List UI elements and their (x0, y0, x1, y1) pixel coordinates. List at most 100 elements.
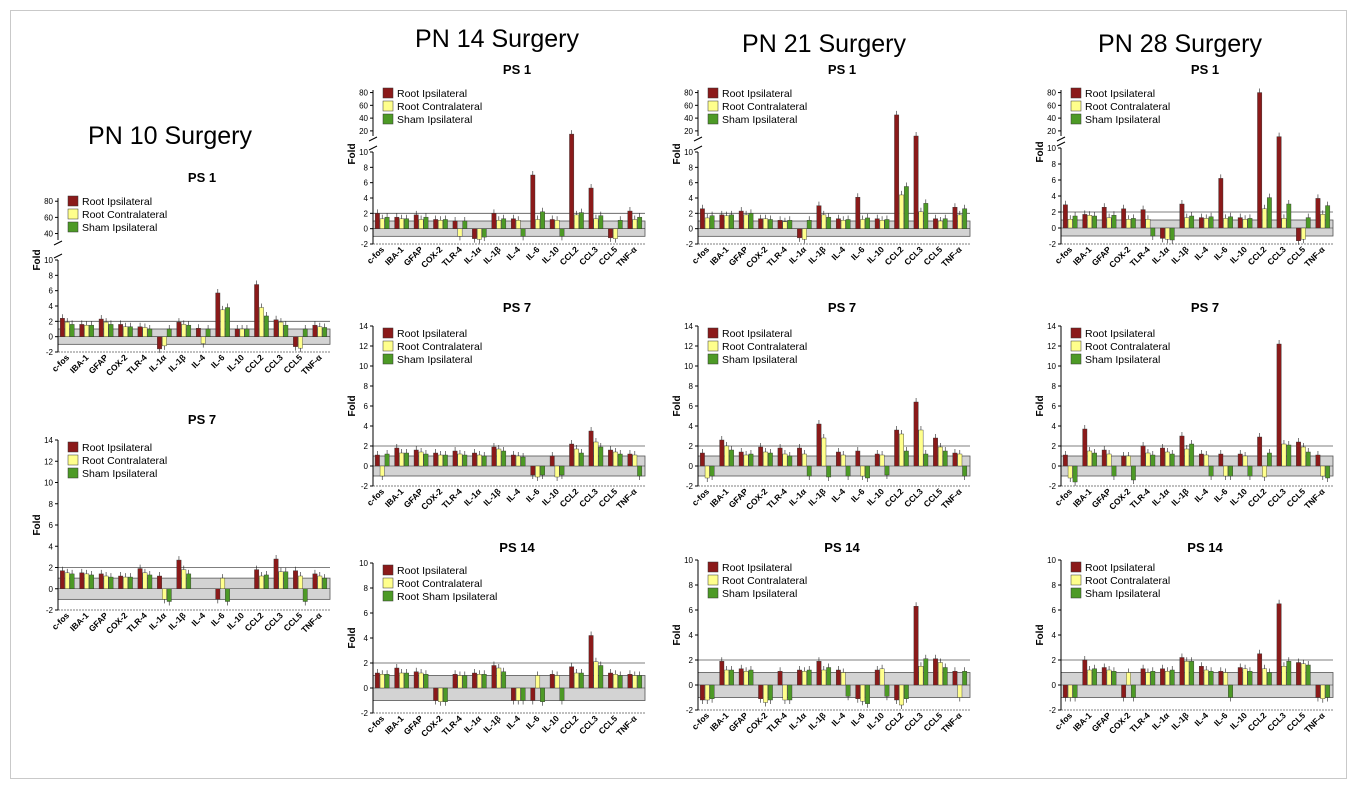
legend-label-2: Root Contralateral (1085, 341, 1170, 353)
legend-swatch-1 (1070, 87, 1082, 99)
bar-2 (220, 577, 226, 589)
chart-title: PS 7 (828, 300, 856, 315)
bar-1 (758, 684, 764, 699)
bar-2 (123, 576, 128, 589)
bar-2 (457, 453, 463, 467)
bar-1 (738, 451, 744, 467)
bar-3 (1228, 465, 1233, 477)
y-tick-label: 10 (359, 362, 368, 371)
y-tick-label: 2 (689, 209, 694, 218)
bar-3 (617, 675, 623, 689)
y-tick-label: 8 (364, 163, 369, 172)
bar-1 (491, 213, 497, 229)
bar-1 (374, 672, 380, 689)
bar-3 (1150, 671, 1156, 686)
bar-3 (404, 672, 409, 689)
bar-chart-1: PS 1-20246810406080Foldc-fosIBA-1GFAPCOX… (32, 170, 331, 378)
bar-2 (821, 669, 827, 686)
bar-1 (491, 665, 497, 689)
bar-3 (462, 454, 468, 467)
bar-3 (384, 453, 390, 467)
bar-1 (1315, 684, 1321, 698)
bar-1 (1179, 657, 1185, 686)
y-tick-label: 10 (684, 362, 693, 371)
bar-3 (559, 228, 565, 237)
legend-label-2: Root Contralateral (722, 341, 807, 353)
y-tick-label: 12 (684, 342, 693, 351)
bar-3 (186, 324, 192, 337)
y-tick-label-upper: 80 (684, 89, 693, 98)
legend-label-2: Root Contralateral (397, 341, 482, 353)
x-tick-label: COX-2 (419, 713, 445, 739)
x-tick-label: IL-6 (1212, 486, 1230, 504)
x-tick-label: IL-6 (209, 352, 227, 370)
bar-1 (79, 572, 85, 589)
bar-3 (442, 219, 448, 229)
axis-break-mark (53, 240, 63, 246)
bar-2 (259, 307, 264, 337)
x-tick-label: TLR-4 (765, 710, 789, 734)
bar-2 (418, 219, 424, 229)
bar-2 (103, 575, 109, 589)
bar-3 (1189, 215, 1195, 229)
bar-3 (1286, 203, 1292, 229)
bar-1 (195, 328, 201, 337)
bar-2 (879, 454, 885, 467)
bar-2 (278, 321, 284, 337)
bar-2 (181, 569, 187, 589)
bar-1 (835, 218, 841, 229)
x-tick-label: COX-2 (104, 610, 130, 636)
bar-2 (1087, 669, 1093, 686)
bar-2 (496, 220, 502, 229)
bar-3 (540, 465, 545, 476)
x-tick-label: CCL3 (1265, 710, 1288, 733)
x-tick-label: TNF-α (614, 244, 639, 269)
y-tick-label: 2 (364, 209, 369, 218)
bar-1 (59, 570, 65, 589)
x-tick-label: IL-10 (1228, 710, 1249, 731)
bar-1 (1315, 198, 1321, 229)
bar-3 (903, 186, 909, 229)
y-tick-label: 12 (359, 342, 368, 351)
bar-2 (438, 220, 443, 229)
bar-2 (181, 324, 187, 337)
column-title-pn21: PN 21 Surgery (742, 30, 906, 58)
y-axis-label: Fold (347, 627, 358, 648)
bar-2 (399, 218, 405, 229)
axis-break-mark (1056, 136, 1066, 142)
bar-2 (1106, 217, 1112, 229)
bar-3 (748, 669, 754, 686)
y-tick-label: 0 (364, 225, 369, 234)
x-tick-label: CCL2 (883, 710, 906, 733)
bar-2 (1281, 218, 1287, 229)
x-tick-label: CCL3 (577, 244, 600, 267)
x-tick-label: IL-4 (504, 486, 522, 504)
bar-2 (515, 220, 521, 229)
legend-label-3: Root Sham Ipsilateral (397, 591, 497, 603)
bar-2 (937, 446, 943, 467)
chart-title: PS 1 (188, 170, 216, 185)
legend-swatch-3 (67, 467, 79, 479)
bar-1 (1101, 449, 1107, 467)
bar-2 (161, 336, 167, 347)
x-tick-label: IL-1β (806, 486, 827, 507)
bar-2 (1126, 672, 1131, 686)
bar-3 (923, 453, 929, 467)
bar-2 (457, 675, 463, 689)
bar-3 (903, 450, 909, 467)
bar-3 (462, 220, 468, 229)
bar-1 (374, 454, 380, 467)
bar-3 (186, 573, 192, 589)
bar-2 (593, 661, 599, 689)
x-tick-label: IL-1α (462, 486, 484, 508)
bar-2 (476, 228, 482, 240)
y-axis-label: Fold (672, 395, 683, 416)
x-tick-label: IBA-1 (68, 352, 91, 375)
x-tick-label: IL-1β (806, 244, 827, 265)
bar-1 (738, 668, 744, 686)
bar-1 (1237, 667, 1243, 686)
bar-3 (1247, 465, 1253, 477)
bar-1 (797, 669, 802, 686)
y-tick-label: 0 (49, 585, 54, 594)
bar-2 (1320, 465, 1326, 477)
